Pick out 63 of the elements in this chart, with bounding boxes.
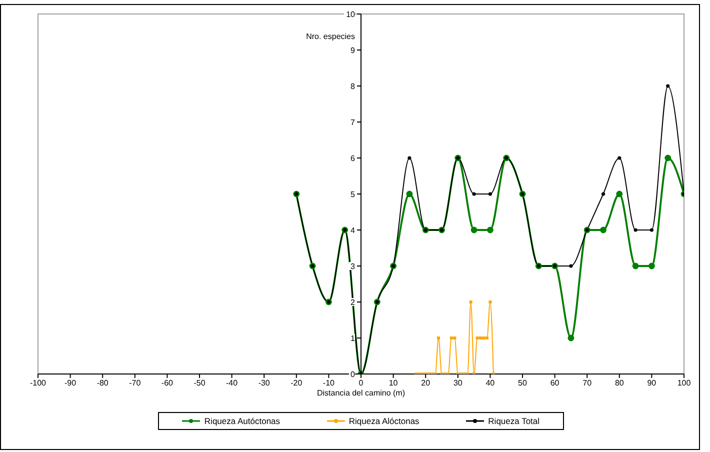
- x-tick-label: 20: [421, 378, 431, 388]
- legend-label: Riqueza Total: [487, 416, 540, 426]
- point: [600, 226, 606, 234]
- point: [476, 336, 479, 340]
- point: [488, 192, 492, 196]
- point: [664, 154, 672, 162]
- y-tick-label: 0: [350, 370, 356, 379]
- point: [634, 228, 638, 232]
- point: [650, 228, 654, 232]
- point: [616, 190, 623, 198]
- x-tick-label: 30: [453, 378, 463, 388]
- point: [569, 264, 573, 268]
- point: [666, 84, 670, 88]
- x-tick-label: 100: [677, 378, 692, 388]
- legend-label: Riqueza Autóctonas: [203, 416, 280, 426]
- x-tick-label: -50: [194, 378, 206, 388]
- y-axis-title: Nro. especies: [306, 32, 355, 41]
- point: [488, 300, 492, 304]
- x-tick-label: -30: [258, 378, 270, 388]
- x-axis-title: Distancia del camino (m): [316, 388, 406, 398]
- x-tick-label: -10: [322, 378, 336, 388]
- point: [437, 336, 440, 340]
- y-tick-label: 7: [350, 118, 356, 127]
- legend-label: Riqueza Alóctonas: [348, 416, 420, 426]
- point: [470, 226, 478, 234]
- point: [568, 334, 574, 342]
- point: [406, 190, 413, 198]
- x-tick-label: 50: [518, 378, 528, 388]
- x-tick-label: 60: [550, 378, 560, 388]
- x-tick-label: -70: [129, 378, 142, 388]
- y-tick-label: 4: [350, 226, 356, 235]
- x-tick-label: 40: [486, 378, 496, 388]
- x-tick-label: 90: [647, 378, 657, 388]
- x-tick-label: -20: [290, 378, 303, 388]
- point: [469, 300, 472, 304]
- y-tick-label: 6: [350, 154, 356, 163]
- point: [648, 262, 655, 270]
- point: [453, 336, 456, 340]
- x-tick-label: -60: [161, 378, 174, 388]
- y-tick-label: 3: [350, 262, 356, 271]
- x-tick-label: -40: [226, 378, 238, 388]
- point: [482, 336, 486, 340]
- x-tick-label: 0: [358, 378, 364, 388]
- x-tick-label: 80: [614, 378, 624, 388]
- point: [408, 156, 412, 160]
- point: [472, 192, 476, 196]
- y-tick-label: 1: [350, 334, 356, 343]
- point: [618, 156, 622, 160]
- y-tick-label: 10: [346, 10, 356, 19]
- x-tick-label: 70: [582, 378, 592, 388]
- x-tick-label: -100: [30, 378, 47, 388]
- x-tick-label: 10: [388, 378, 398, 388]
- y-tick-label: 5: [350, 190, 356, 199]
- y-tick-label: 9: [350, 46, 356, 55]
- point: [485, 336, 488, 340]
- y-tick-label: 2: [350, 298, 356, 307]
- x-tick-label: -80: [96, 378, 109, 388]
- point: [601, 192, 606, 196]
- point: [487, 226, 494, 234]
- point: [632, 262, 639, 270]
- point: [450, 336, 453, 340]
- x-tick-label: -90: [64, 378, 77, 388]
- y-tick-label: 8: [350, 82, 356, 91]
